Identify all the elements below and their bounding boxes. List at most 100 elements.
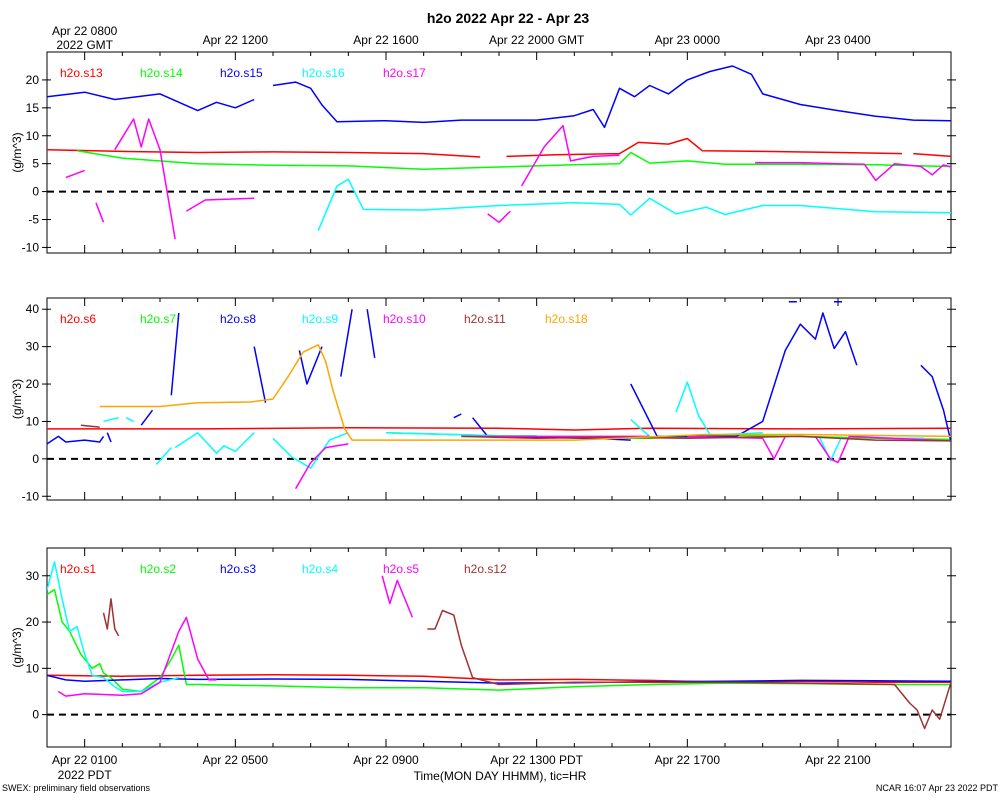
panel-3: 0 10 20 30 (g/m^3) h2o.s1 h2o.s2 h2o.s3 h2o.s4 h2… <box>10 547 956 748</box>
series-line <box>814 435 951 464</box>
legend-entry: h2o.s2 <box>140 562 176 576</box>
bottom-axis-label: Apr 22 1700 <box>655 753 721 767</box>
series-line <box>317 178 951 231</box>
series-line <box>95 202 105 223</box>
top-axis-labels: Apr 22 0800 Apr 22 1200 Apr 22 1600 Apr 22 … <box>52 24 871 52</box>
series-line <box>106 432 112 443</box>
series-line <box>47 588 951 693</box>
series-h2o.s11 <box>80 424 951 442</box>
bottom-axis-label: Apr 22 0900 <box>353 753 419 767</box>
series-h2o.s6 <box>47 427 951 431</box>
series-h2o.s4 <box>47 561 179 693</box>
series-h2o.s17 <box>65 118 951 240</box>
series-line <box>630 419 651 437</box>
top-axis-label: Apr 22 0800 <box>52 24 118 38</box>
legend-entry: h2o.s16 <box>302 66 345 80</box>
series-h2o.s15 <box>47 65 951 129</box>
legend-entry: h2o.s8 <box>220 312 256 326</box>
series-line <box>65 169 85 179</box>
footer-right: NCAR 16:07 Apr 23 2022 PDT <box>875 783 998 793</box>
series-line <box>47 91 255 112</box>
y-tick-label: -10 <box>22 489 40 503</box>
legend-entry: h2o.s5 <box>383 562 419 576</box>
series-line <box>253 346 267 403</box>
series-line <box>340 309 353 377</box>
series-line <box>920 364 951 443</box>
legend-entry: h2o.s11 <box>464 312 506 326</box>
series-line <box>453 413 462 419</box>
legend-entry: h2o.s9 <box>302 312 338 326</box>
series-line <box>103 416 119 423</box>
series-line <box>272 65 951 129</box>
y-tick-label: -5 <box>28 213 39 227</box>
legend-entry: h2o.s4 <box>302 562 338 576</box>
series-line <box>47 427 951 431</box>
series-line <box>366 309 376 359</box>
legend-entry: h2o.s7 <box>140 312 176 326</box>
series-line <box>155 447 172 465</box>
series-line <box>487 210 511 224</box>
series-line <box>47 561 179 693</box>
y-tick-label: 10 <box>26 661 40 675</box>
legend-entry: h2o.s3 <box>220 562 256 576</box>
bottom-axis-label: Apr 22 1300 PDT <box>490 753 583 767</box>
series-line <box>272 432 349 469</box>
series-h2o.s1 <box>47 674 951 683</box>
series-line <box>687 435 786 460</box>
y-axis-label: (g/m^3) <box>10 379 24 419</box>
series-h2o.s3 <box>47 674 951 684</box>
series-line <box>506 137 903 158</box>
legend-entry: h2o.s1 <box>60 562 96 576</box>
series-line <box>114 118 176 240</box>
y-axis-label: (g/m^3) <box>10 627 24 667</box>
plot-frame <box>46 297 952 501</box>
plot-frame <box>46 547 952 748</box>
y-tick-label: -10 <box>22 240 40 254</box>
series-line <box>47 148 481 158</box>
top-axis-year: 2022 GMT <box>56 38 113 52</box>
series-line <box>47 674 951 684</box>
series-h2o.s12 <box>102 598 951 730</box>
series-h2o.s16 <box>317 178 951 231</box>
y-axis-label: (g/m^3) <box>10 132 24 172</box>
y-tick-label: 20 <box>26 73 40 87</box>
top-axis-label: Apr 22 1600 <box>353 33 419 47</box>
series-line <box>461 435 951 442</box>
panel-2: -10 0 10 20 30 40 (g/m^3) h2o.s6 h2o.s7 h2o.s8 h2o… <box>10 297 956 503</box>
series-h2o.s14 <box>76 150 951 171</box>
series-line <box>47 435 105 445</box>
series-h2o.s13 <box>47 137 951 158</box>
series-line <box>298 346 323 385</box>
top-axis-label: Apr 22 2000 GMT <box>489 33 585 47</box>
series-h2o.s18 <box>99 344 951 441</box>
bottom-axis-year: 2022 PDT <box>58 768 113 782</box>
series-line <box>174 431 255 454</box>
top-axis-label: Apr 23 0400 <box>805 33 871 47</box>
series-line <box>102 598 120 637</box>
series-line <box>675 381 711 435</box>
footer-left: SWEX: preliminary field observations <box>2 783 151 793</box>
series-h2o.s5 <box>57 575 414 697</box>
series-line <box>57 616 217 697</box>
series-line <box>381 575 414 618</box>
legend-entry: h2o.s18 <box>545 312 588 326</box>
bottom-axis-label: Apr 22 2100 <box>805 753 871 767</box>
legend-entry: h2o.s12 <box>464 562 507 576</box>
legend-entry: h2o.s13 <box>60 66 103 80</box>
y-tick-label: 30 <box>26 569 40 583</box>
y-tick-label: 10 <box>26 414 40 428</box>
series-h2o.s9 <box>103 381 925 469</box>
y-tick-label: 5 <box>32 157 39 171</box>
x-axis-title: Time(MON DAY HHMM), tic=HR <box>414 769 587 783</box>
series-line <box>385 431 537 437</box>
y-tick-label: 20 <box>26 377 40 391</box>
y-tick-label: 0 <box>32 185 39 199</box>
chart-title: h2o 2022 Apr 22 - Apr 23 <box>427 10 590 26</box>
y-tick-label: 40 <box>26 302 40 316</box>
series-line <box>630 312 858 438</box>
series-line <box>818 436 843 462</box>
series-line <box>294 443 349 490</box>
bottom-axis-labels: Apr 22 0100 Apr 22 0500 Apr 22 0900 Apr 22 … <box>52 753 871 782</box>
legend-entry: h2o.s15 <box>220 66 263 80</box>
series-h2o.s2 <box>47 588 951 693</box>
